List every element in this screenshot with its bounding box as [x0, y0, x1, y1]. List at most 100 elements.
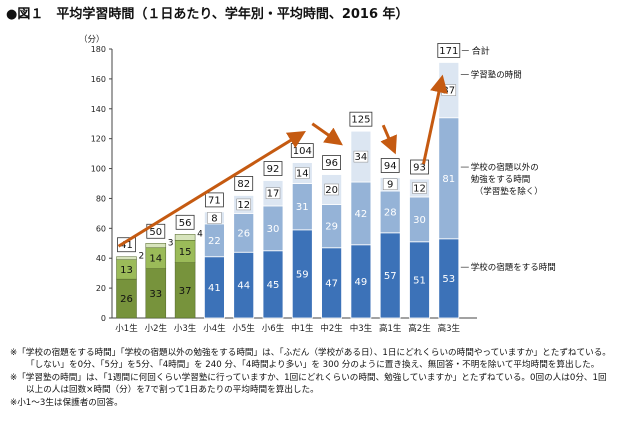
- x-tick-label: 小4生: [203, 323, 226, 334]
- total-label: 104: [293, 146, 312, 157]
- total-label: 96: [325, 158, 338, 169]
- series-annotation: 勉強をする時間: [471, 174, 531, 185]
- data-label: 49: [355, 277, 368, 288]
- series-annotation: 学校の宿題以外の: [471, 162, 539, 173]
- data-label: 53: [442, 274, 455, 285]
- total-label: 82: [237, 179, 250, 190]
- total-label: 71: [208, 195, 221, 206]
- y-axis-unit: （分）: [79, 34, 105, 45]
- x-tick-label: 小6生: [262, 323, 285, 334]
- x-tick-label: 中1生: [291, 323, 314, 334]
- total-box: [234, 176, 254, 191]
- footnote-1-cont: 「しない」を0分、「5分」を5分、「4時間」を 240 分、「4時間より多い」を…: [26, 360, 600, 371]
- data-label: 45: [267, 280, 280, 291]
- footnote-2-cont: 以上の人は回数×時間（分）を7で割って1日あたりの平均時間を算出した。: [26, 385, 319, 396]
- data-label-box: [382, 178, 398, 190]
- footnote-1: ※「学校の宿題をする時間」「学校の宿題以外の勉強をする時間」は、「ふだん（学校が…: [10, 348, 611, 358]
- data-label: 44: [237, 281, 250, 292]
- data-label: 30: [413, 215, 426, 226]
- x-tick-label: 高1生: [379, 323, 402, 334]
- data-label: 42: [355, 209, 368, 220]
- data-label-box: [207, 212, 222, 224]
- x-tick-label: 高3生: [438, 323, 461, 334]
- stacked-bar-chart: 020406080100120140160180（分）2613241小1生331…: [79, 34, 556, 334]
- figure-title: ●図１ 平均学習時間（１日あたり、学年別・平均時間、2016 年）: [6, 7, 409, 22]
- series-annotation: 学校の宿題をする時間: [471, 262, 556, 273]
- footnotes: ※「学校の宿題をする時間」「学校の宿題以外の勉強をする時間」は、「ふだん（学校が…: [10, 347, 635, 409]
- y-tick-label: 80: [96, 194, 106, 203]
- series-annotation: （学習塾を除く）: [475, 186, 543, 197]
- bar-segment: [116, 256, 137, 260]
- data-label: 12: [413, 183, 426, 194]
- trend-arrow: [311, 122, 343, 146]
- data-label: 26: [237, 228, 250, 239]
- total-label: 93: [413, 163, 426, 174]
- total-box: [437, 43, 461, 58]
- y-tick-label: 160: [91, 75, 106, 84]
- data-label-box: [265, 187, 281, 199]
- y-tick-label: 20: [96, 284, 106, 293]
- data-label: 13: [120, 265, 133, 276]
- total-box: [349, 111, 373, 127]
- data-label: 15: [179, 247, 192, 258]
- data-label-box: [236, 198, 251, 211]
- data-label: 28: [384, 207, 397, 218]
- total-box: [117, 237, 136, 253]
- x-tick-label: 小5生: [232, 323, 255, 334]
- data-label: 9: [387, 180, 393, 191]
- footnote-3: ※小1～3生は保護者の回答。: [10, 397, 123, 408]
- total-annotation: 合計: [472, 45, 490, 57]
- y-tick-label: 0: [101, 314, 106, 323]
- total-box: [263, 161, 283, 176]
- x-tick-label: 高2生: [408, 323, 431, 334]
- total-label: 50: [149, 227, 162, 238]
- data-label: 17: [267, 189, 280, 200]
- data-label: 29: [325, 222, 338, 233]
- x-tick-label: 小1生: [115, 323, 138, 334]
- data-label: 81: [442, 174, 455, 185]
- data-label: 4: [197, 229, 203, 239]
- total-label: 125: [351, 115, 370, 126]
- data-label: 59: [296, 269, 309, 280]
- x-tick-label: 小2生: [145, 323, 168, 334]
- data-label-box: [353, 150, 369, 163]
- data-label: 3: [168, 238, 174, 248]
- total-label: 94: [384, 161, 397, 172]
- data-label: 12: [237, 200, 250, 211]
- data-label-box: [295, 167, 310, 179]
- trend-arrow: [422, 74, 448, 165]
- data-label: 14: [149, 254, 162, 265]
- data-label: 26: [120, 294, 133, 305]
- total-label: 92: [267, 164, 280, 175]
- data-label: 47: [325, 278, 338, 289]
- x-tick-label: 中3生: [350, 323, 373, 334]
- trend-arrow: [380, 124, 397, 155]
- total-label: 56: [179, 218, 192, 229]
- data-label: 33: [149, 289, 162, 300]
- data-label: 14: [296, 169, 309, 180]
- trend-arrow: [117, 130, 306, 248]
- data-label: 34: [355, 152, 368, 163]
- total-label: 171: [439, 46, 458, 57]
- bar-segment: [145, 243, 167, 249]
- data-label: 51: [413, 275, 426, 286]
- data-label: 57: [384, 271, 397, 282]
- data-label: 20: [325, 185, 338, 196]
- data-label: 2: [139, 252, 145, 262]
- y-tick-label: 180: [91, 45, 106, 54]
- total-box: [322, 155, 342, 170]
- y-tick-label: 140: [91, 105, 106, 114]
- y-tick-label: 60: [96, 224, 106, 233]
- total-box: [175, 214, 195, 230]
- total-box: [380, 158, 400, 173]
- data-label-box: [324, 183, 339, 196]
- x-tick-label: 中2生: [320, 323, 343, 334]
- data-label: 31: [296, 202, 309, 213]
- data-label: 22: [208, 236, 221, 247]
- data-label: 37: [179, 286, 192, 297]
- footnote-2: ※「学習塾の時間」は、「1週間に何回くらい学習塾に行っていますか、1回にどれくら…: [10, 372, 607, 383]
- y-tick-label: 100: [91, 165, 106, 174]
- data-label: 41: [208, 283, 221, 294]
- series-annotation: 学習塾の時間: [471, 69, 522, 80]
- total-box: [204, 192, 224, 208]
